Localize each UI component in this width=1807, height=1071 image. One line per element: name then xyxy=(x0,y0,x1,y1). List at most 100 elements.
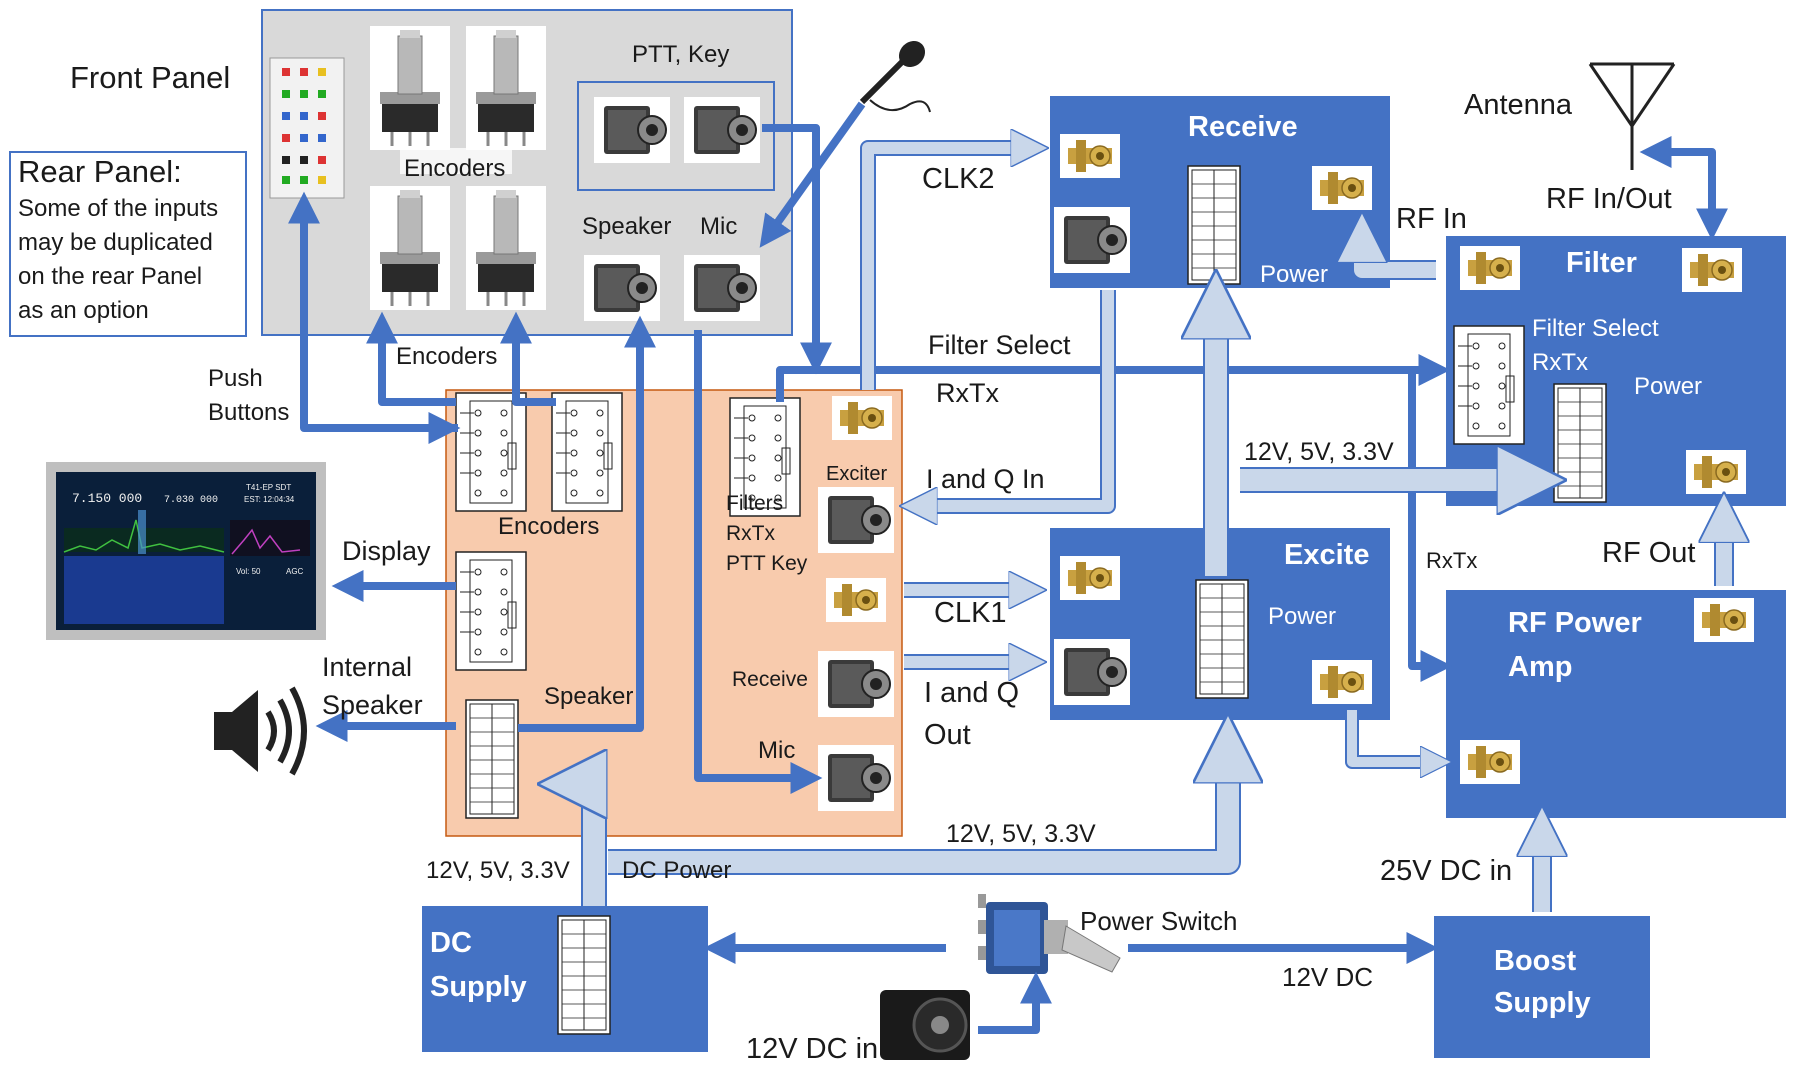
label-rear-panel-note-2: may be duplicated xyxy=(18,229,213,256)
dc-jack-icon xyxy=(880,990,970,1060)
arrow-power-excite xyxy=(608,744,1228,875)
excite-power-label: Power xyxy=(1268,603,1336,630)
jack-exciter xyxy=(817,486,895,554)
label-dc-power: DC Power xyxy=(622,857,731,884)
arrow-encoders-1 xyxy=(366,311,456,406)
encoder-knob-1 xyxy=(368,24,452,152)
arrow-jack-to-switch xyxy=(978,971,1052,1034)
mic-jack xyxy=(683,254,761,322)
encoder-knob-4 xyxy=(464,184,548,312)
label-receive-board: Receive xyxy=(732,668,808,691)
boost-supply-title-1: Boost xyxy=(1494,945,1577,977)
speaker-icon xyxy=(214,686,307,776)
power-header-excite xyxy=(1195,579,1249,699)
label-push-buttons-1: Push xyxy=(208,365,263,392)
label-i-and-q-in: I and Q In xyxy=(926,464,1045,494)
display-agc: AGC xyxy=(286,567,304,576)
sma-receive-clk xyxy=(1059,133,1121,179)
label-exciter: Exciter xyxy=(826,463,887,485)
display-model: T41-EP SDT xyxy=(246,483,291,492)
sma-amp-out xyxy=(1693,597,1755,643)
label-25v-dc-in: 25V DC in xyxy=(1380,855,1512,887)
label-power-switch: Power Switch xyxy=(1080,906,1238,936)
microphone-icon xyxy=(859,40,931,113)
label-speaker-board: Speaker xyxy=(544,683,633,710)
speaker-jack xyxy=(583,254,661,322)
power-header-receive xyxy=(1187,165,1241,285)
label-i-and-q-out-2: Out xyxy=(924,719,971,751)
key-jack xyxy=(683,96,761,164)
encoder-knob-2 xyxy=(464,24,548,152)
power-header-dc-supply xyxy=(557,915,611,1035)
label-internal-speaker-1: Internal xyxy=(322,652,412,682)
label-encoders-arrows: Encoders xyxy=(396,343,497,370)
label-rxtx-board: RxTx xyxy=(726,522,775,545)
push-button-board xyxy=(269,57,345,199)
sma-excite-clk xyxy=(1059,555,1121,601)
label-encoders-board: Encoders xyxy=(498,513,599,540)
label-clk1: CLK1 xyxy=(934,597,1007,629)
power-header-filter xyxy=(1553,383,1607,503)
label-rf-in: RF In xyxy=(1396,203,1467,235)
label-voltages-bottom: 12V, 5V, 3.3V xyxy=(946,820,1096,848)
jack-receive-iq xyxy=(1053,206,1131,274)
label-speaker-jack: Speaker xyxy=(582,213,671,240)
ptt-jack xyxy=(593,96,671,164)
excite-title: Excite xyxy=(1284,539,1369,571)
arrow-iq-in xyxy=(916,290,1116,506)
arrow-clk2 xyxy=(860,148,1032,390)
sma-receive-rf xyxy=(1311,165,1373,211)
jack-excite-iq xyxy=(1053,638,1131,706)
dc-supply-title-2: Supply xyxy=(430,971,527,1003)
receive-title: Receive xyxy=(1188,111,1298,143)
label-12v-dc: 12V DC xyxy=(1282,962,1373,992)
encoders-connector-1 xyxy=(455,392,527,512)
dc-supply-title-1: DC xyxy=(430,927,472,959)
power-switch-icon xyxy=(978,894,1121,974)
display-time: EST: 12:04:34 xyxy=(244,495,295,504)
rear-panel-box xyxy=(9,151,247,337)
arrow-power-main xyxy=(568,784,594,906)
label-display: Display xyxy=(342,536,431,566)
encoders-connector-2 xyxy=(551,392,623,512)
jack-mic xyxy=(817,744,895,812)
filter-power-label: Power xyxy=(1634,373,1702,400)
arrow-mic-in xyxy=(759,101,866,248)
filter-title: Filter xyxy=(1566,247,1637,279)
jack-receive xyxy=(817,650,895,718)
label-ptt-key-board: PTT Key xyxy=(726,552,808,575)
power-header-main xyxy=(465,699,519,819)
sma-filter-in xyxy=(1459,245,1521,291)
label-rear-panel-note-3: on the rear Panel xyxy=(18,263,202,290)
label-internal-speaker-2: Speaker xyxy=(322,690,423,720)
sma-filter-antenna xyxy=(1681,247,1743,293)
display-freq-a: 7.150 000 xyxy=(72,491,142,506)
arrow-mic-down xyxy=(694,330,823,794)
sma-filter-out xyxy=(1685,449,1747,495)
label-front-panel: Front Panel xyxy=(70,60,230,95)
label-encoders-top: Encoders xyxy=(404,155,505,182)
arrow-excite-to-amp xyxy=(1345,710,1438,762)
label-rxtx-right: RxTx xyxy=(1426,548,1477,573)
filter-rxtx-label: RxTx xyxy=(1532,349,1588,376)
label-rf-out: RF Out xyxy=(1602,537,1695,569)
label-mic-board: Mic xyxy=(758,737,795,764)
boost-supply-title-2: Supply xyxy=(1494,987,1591,1019)
label-filter-select: Filter Select xyxy=(928,330,1071,360)
filter-select-label: Filter Select xyxy=(1532,315,1659,342)
arrow-rf-in xyxy=(1362,234,1436,280)
label-antenna: Antenna xyxy=(1464,89,1573,121)
label-clk2: CLK2 xyxy=(922,163,995,195)
arrow-speaker-up xyxy=(518,315,656,732)
filter-select-connector xyxy=(1453,325,1525,445)
label-rear-panel-note-4: as an option xyxy=(18,297,149,324)
arrow-ptt-down xyxy=(762,124,832,375)
label-voltages-mid: 12V, 5V, 3.3V xyxy=(1244,438,1394,466)
label-rear-panel-note-1: Some of the inputs xyxy=(18,195,218,222)
label-mic-jack: Mic xyxy=(700,213,737,240)
encoder-knob-3 xyxy=(368,184,452,312)
display-vol: Vol: 50 xyxy=(236,567,261,576)
rf-amp-title-1: RF Power xyxy=(1508,607,1642,639)
label-12v-dc-in: 12V DC in xyxy=(746,1033,878,1065)
